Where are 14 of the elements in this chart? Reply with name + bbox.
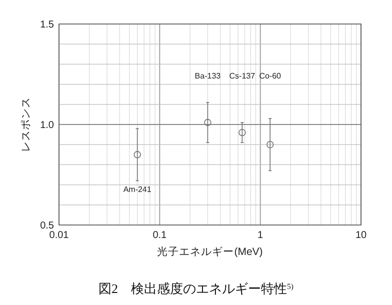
annotation: Am-241 [123, 184, 152, 194]
y-tick-label: 1.0 [40, 120, 54, 131]
x-axis-title: 光子エネルギー(MeV) [157, 245, 263, 258]
text: 図2 検出感度のエネルギー特性$^{5)}$ [98, 281, 294, 296]
y-tick-label: 1.5 [40, 20, 54, 30]
y-tick-label: 0.5 [40, 220, 54, 232]
annotation: Ba-133 [194, 71, 222, 80]
x-tick-label: 0.1 [152, 230, 168, 241]
annotation: Cs-137 [229, 71, 256, 80]
x-tick-label: 10 [355, 230, 367, 241]
y-axis-title: レスポンス [20, 97, 32, 152]
x-tick-label: 1 [258, 230, 264, 241]
x-tick-label: 0.01 [49, 230, 70, 241]
annotation: Co-60 [259, 71, 282, 80]
